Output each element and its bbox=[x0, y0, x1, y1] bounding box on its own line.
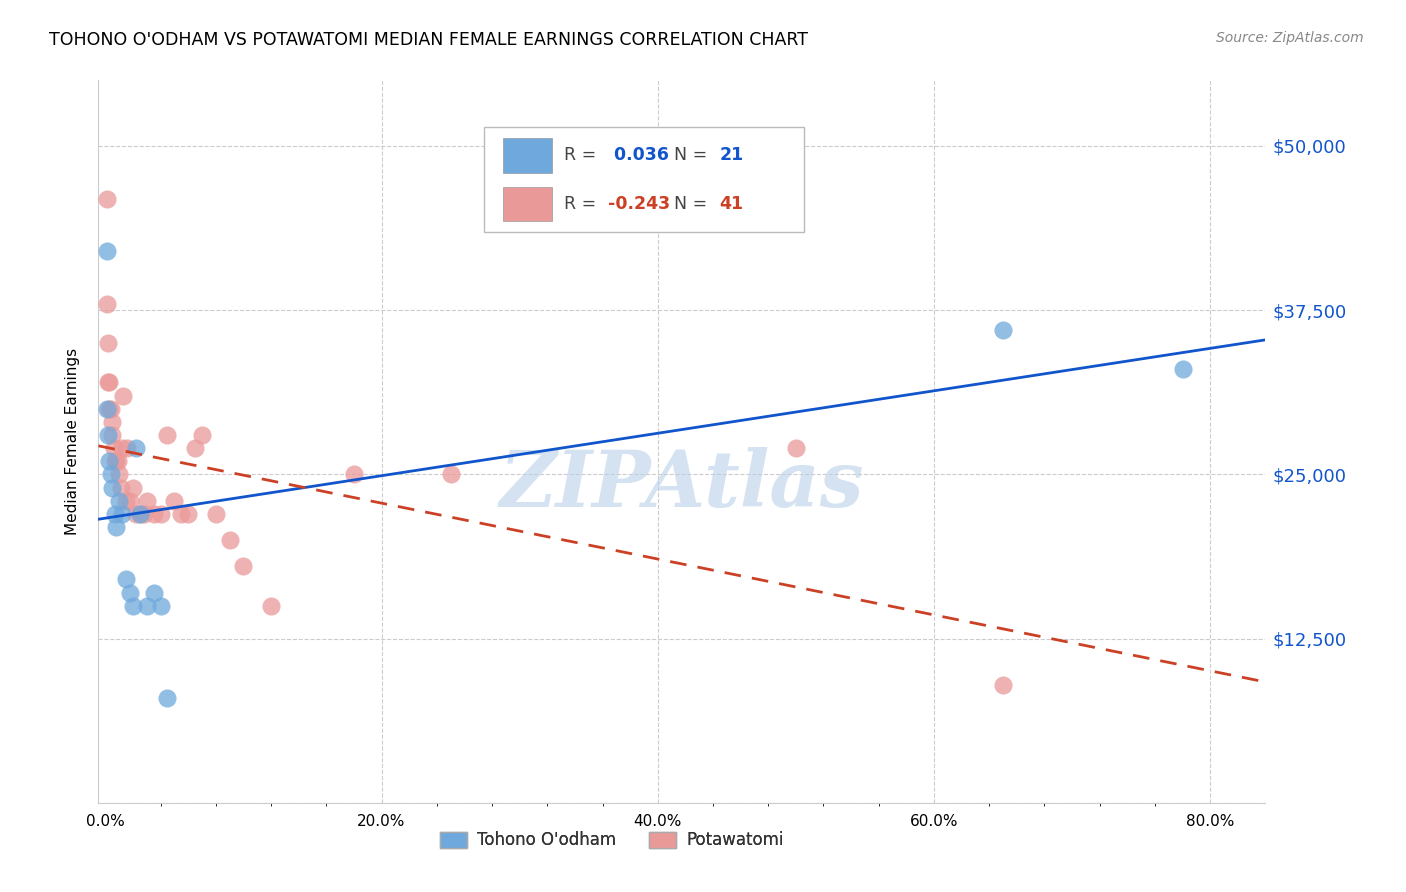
Text: R =: R = bbox=[564, 195, 602, 213]
Point bbox=[132, 507, 155, 521]
Point bbox=[112, 388, 135, 402]
Point bbox=[96, 244, 118, 258]
Point bbox=[163, 493, 186, 508]
Point bbox=[111, 441, 134, 455]
Text: TOHONO O'ODHAM VS POTAWATOMI MEDIAN FEMALE EARNINGS CORRELATION CHART: TOHONO O'ODHAM VS POTAWATOMI MEDIAN FEMA… bbox=[49, 31, 808, 49]
Point bbox=[105, 520, 128, 534]
Point bbox=[149, 599, 172, 613]
Point bbox=[96, 296, 118, 310]
Point bbox=[115, 493, 138, 508]
Point bbox=[98, 376, 121, 390]
Text: N =: N = bbox=[664, 146, 713, 164]
Point bbox=[1171, 362, 1194, 376]
Text: Source: ZipAtlas.com: Source: ZipAtlas.com bbox=[1216, 31, 1364, 45]
Point bbox=[125, 441, 148, 455]
Point bbox=[111, 507, 134, 521]
Point bbox=[120, 585, 142, 599]
Point bbox=[98, 401, 121, 416]
Point bbox=[110, 481, 132, 495]
Text: N =: N = bbox=[664, 195, 713, 213]
Point bbox=[232, 559, 254, 574]
Point bbox=[135, 599, 157, 613]
Point bbox=[156, 690, 179, 705]
Point bbox=[156, 428, 179, 442]
Point bbox=[142, 585, 165, 599]
Point bbox=[191, 428, 214, 442]
Point bbox=[128, 507, 150, 521]
Point bbox=[101, 428, 124, 442]
Point bbox=[104, 454, 127, 468]
FancyBboxPatch shape bbox=[484, 128, 804, 232]
Point bbox=[122, 481, 145, 495]
Point bbox=[785, 441, 807, 455]
Point bbox=[97, 428, 120, 442]
Text: R =: R = bbox=[564, 146, 602, 164]
Point bbox=[96, 192, 118, 206]
Text: ZIPAtlas: ZIPAtlas bbox=[499, 447, 865, 523]
Text: 41: 41 bbox=[720, 195, 744, 213]
Point bbox=[103, 441, 125, 455]
Point bbox=[97, 376, 120, 390]
Point bbox=[108, 493, 131, 508]
Point bbox=[142, 507, 165, 521]
Point bbox=[184, 441, 207, 455]
Point bbox=[101, 481, 124, 495]
Point bbox=[96, 401, 118, 416]
Point bbox=[125, 507, 148, 521]
Y-axis label: Median Female Earnings: Median Female Earnings bbox=[65, 348, 80, 535]
Point bbox=[120, 493, 142, 508]
Point bbox=[97, 336, 120, 351]
Point bbox=[115, 573, 138, 587]
Point bbox=[104, 507, 127, 521]
Point bbox=[105, 454, 128, 468]
Point bbox=[107, 454, 129, 468]
Point bbox=[108, 467, 131, 482]
Point bbox=[117, 441, 139, 455]
Point bbox=[100, 467, 122, 482]
Bar bbox=[503, 138, 553, 172]
Bar bbox=[503, 186, 553, 221]
Point bbox=[177, 507, 200, 521]
Point bbox=[149, 507, 172, 521]
Point bbox=[343, 467, 366, 482]
Point bbox=[991, 677, 1014, 691]
Text: 0.036: 0.036 bbox=[609, 146, 669, 164]
Point bbox=[218, 533, 240, 547]
Point bbox=[128, 507, 150, 521]
Legend: Tohono O'odham, Potawatomi: Tohono O'odham, Potawatomi bbox=[433, 824, 790, 856]
Point bbox=[991, 323, 1014, 337]
Text: 21: 21 bbox=[720, 146, 744, 164]
Point bbox=[135, 493, 157, 508]
Text: -0.243: -0.243 bbox=[609, 195, 671, 213]
Point bbox=[439, 467, 461, 482]
Point bbox=[260, 599, 283, 613]
Point bbox=[101, 415, 124, 429]
Point bbox=[100, 401, 122, 416]
Point bbox=[122, 599, 145, 613]
Point bbox=[204, 507, 226, 521]
Point bbox=[98, 454, 121, 468]
Point bbox=[170, 507, 193, 521]
